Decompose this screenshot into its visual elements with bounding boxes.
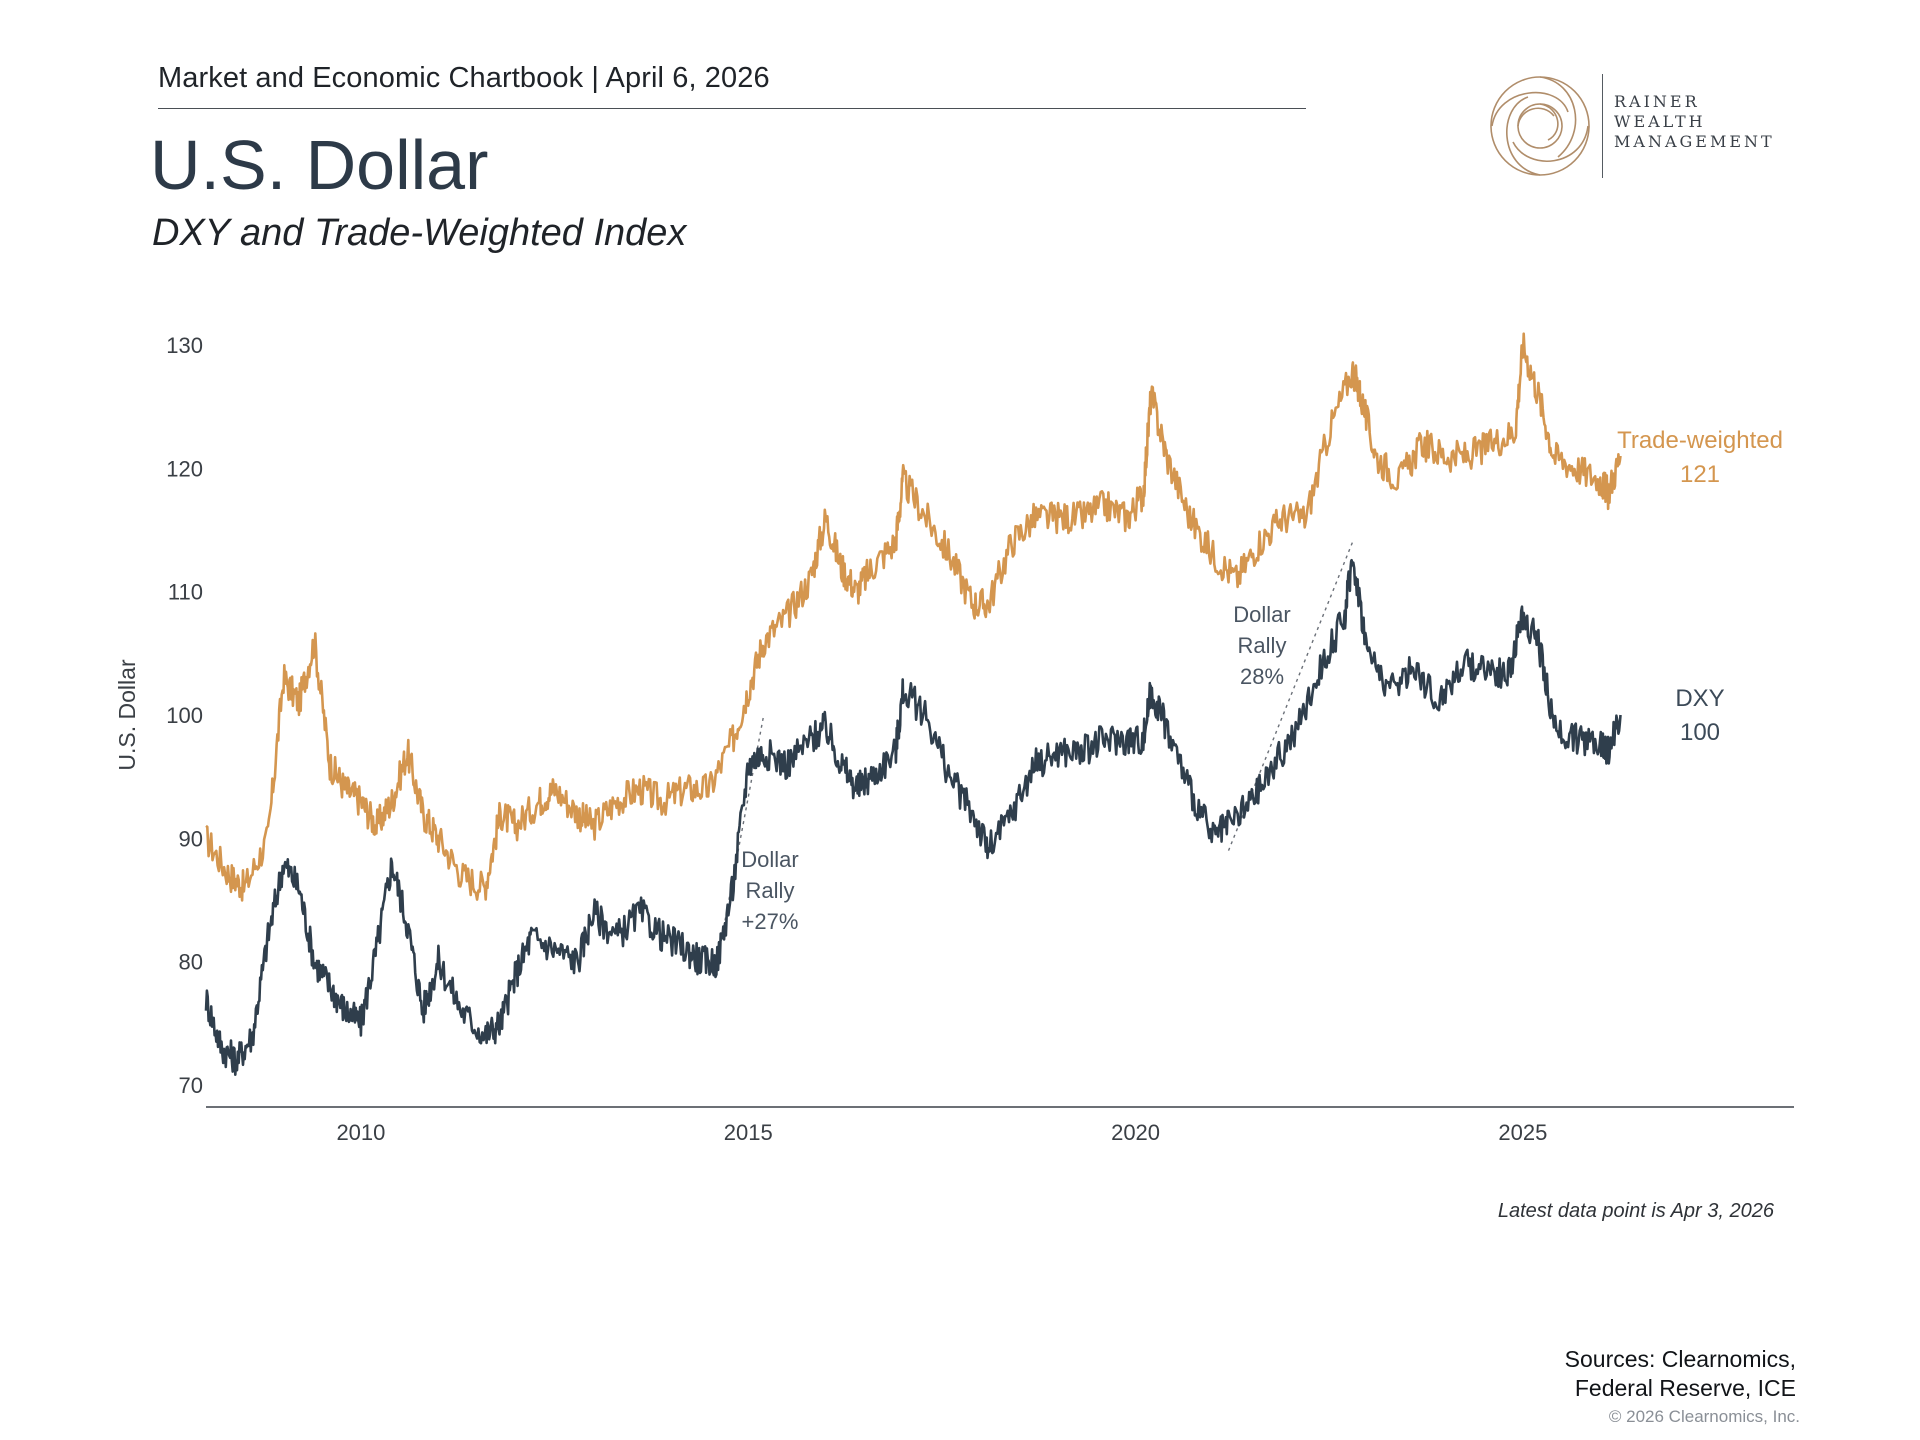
company-logo: RAINER WEALTH MANAGEMENT [1488, 72, 1788, 182]
rally-annotation-text: 28% [1240, 664, 1284, 689]
spiral-logo-icon [1490, 76, 1590, 176]
rally-annotation-text: Dollar [741, 847, 798, 872]
rally-annotation-text: +27% [742, 909, 799, 934]
series-label: Trade-weighted [1617, 427, 1783, 454]
y-tick-label: 80 [179, 950, 203, 975]
rally-annotation-text: Rally [1238, 633, 1287, 658]
x-tick-label: 2015 [724, 1120, 773, 1145]
rally-annotation-text: Dollar [1233, 602, 1290, 627]
logo-line-2: WEALTH [1614, 112, 1706, 131]
y-tick-label: 120 [166, 456, 203, 481]
y-tick-label: 90 [179, 826, 203, 851]
sources-note: Sources: Clearnomics, Federal Reserve, I… [1565, 1345, 1796, 1403]
page-subtitle: DXY and Trade-Weighted Index [152, 212, 687, 254]
logo-line-3: MANAGEMENT [1614, 132, 1775, 151]
y-tick-label: 70 [179, 1073, 203, 1098]
sources-line-1: Sources: Clearnomics, [1564, 1346, 1796, 1372]
y-tick-label: 130 [166, 333, 203, 358]
latest-data-note: Latest data point is Apr 3, 2026 [1497, 1200, 1774, 1222]
series-label: DXY [1675, 685, 1724, 712]
rally-annotation-text: Rally [746, 878, 795, 903]
y-tick-label: 110 [168, 580, 203, 605]
logo-wordmark: RAINER WEALTH MANAGEMENT [1614, 92, 1775, 152]
page-title: U.S. Dollar [150, 126, 489, 204]
series-line-trade-weighted [205, 332, 1622, 902]
copyright-note: © 2026 Clearnomics, Inc. [1608, 1407, 1800, 1426]
series-end-value-label: 100 [1680, 719, 1720, 746]
logo-divider [1602, 74, 1603, 178]
logo-line-1: RAINER [1614, 92, 1700, 111]
sources-line-2: Federal Reserve, ICE [1574, 1375, 1796, 1401]
series-line-dxy [204, 558, 1622, 1076]
x-tick-label: 2010 [336, 1120, 385, 1145]
x-tick-label: 2020 [1111, 1120, 1160, 1145]
header-divider [158, 108, 1306, 109]
x-tick-label: 2025 [1498, 1120, 1547, 1145]
series-end-value-label: 121 [1680, 461, 1720, 488]
y-axis-label: U.S. Dollar [114, 659, 140, 771]
chartbook-header: Market and Economic Chartbook | April 6,… [158, 62, 770, 94]
y-tick-label: 100 [166, 703, 203, 728]
